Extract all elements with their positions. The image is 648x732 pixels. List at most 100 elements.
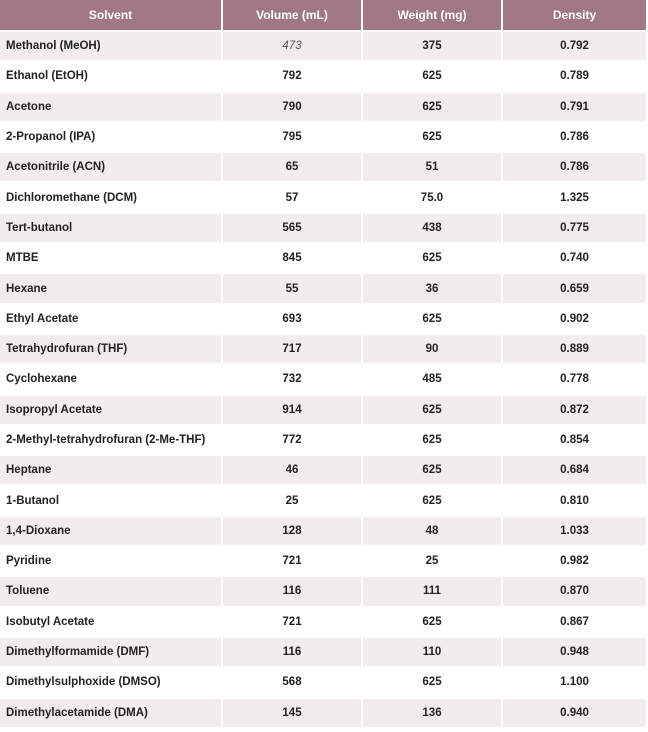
- cell-volume: 25: [223, 486, 361, 515]
- cell-weight: 625: [363, 425, 501, 455]
- table-row: Dimethylsulphoxide (DMSO) 568 625 1.100: [0, 668, 646, 697]
- cell-volume: 46: [223, 456, 361, 485]
- cell-density: 1.325: [503, 183, 646, 212]
- cell-weight: 136: [363, 698, 501, 727]
- cell-density: 0.889: [503, 334, 646, 364]
- cell-volume: 65: [223, 153, 361, 182]
- cell-solvent: Hexane: [0, 274, 221, 303]
- table-row: Heptane 46 625 0.684: [0, 456, 646, 485]
- cell-solvent: Isobutyl Acetate: [0, 607, 221, 636]
- table-row: Acetone 790 625 0.791: [0, 92, 646, 121]
- cell-density: 0.740: [503, 244, 646, 273]
- cell-density: 0.786: [503, 122, 646, 152]
- cell-solvent: Dichloromethane (DCM): [0, 183, 221, 212]
- cell-volume: 721: [223, 607, 361, 636]
- cell-solvent: Heptane: [0, 456, 221, 485]
- cell-solvent: Cyclohexane: [0, 365, 221, 394]
- cell-weight: 625: [363, 122, 501, 152]
- cell-solvent: MTBE: [0, 244, 221, 273]
- cell-density: 0.684: [503, 456, 646, 485]
- cell-weight: 90: [363, 334, 501, 364]
- cell-solvent: 2-Propanol (IPA): [0, 122, 221, 152]
- cell-solvent: Acetone: [0, 92, 221, 121]
- table-row: Isobutyl Acetate 721 625 0.867: [0, 607, 646, 636]
- cell-weight: 625: [363, 304, 501, 333]
- cell-weight: 110: [363, 637, 501, 667]
- cell-density: 0.870: [503, 577, 646, 606]
- cell-volume: 717: [223, 334, 361, 364]
- cell-weight: 36: [363, 274, 501, 303]
- table-header-row: Solvent Volume (mL) Weight (mg) Density: [0, 0, 646, 30]
- cell-density: 0.792: [503, 32, 646, 61]
- cell-solvent: 2-Methyl-tetrahydrofuran (2-Me-THF): [0, 425, 221, 455]
- cell-volume: 732: [223, 365, 361, 394]
- cell-volume: 57: [223, 183, 361, 212]
- table-row: Isopropyl Acetate 914 625 0.872: [0, 395, 646, 424]
- cell-density: 0.948: [503, 637, 646, 667]
- cell-density: 0.786: [503, 153, 646, 182]
- cell-volume: 721: [223, 547, 361, 576]
- cell-weight: 51: [363, 153, 501, 182]
- cell-volume: 128: [223, 516, 361, 546]
- cell-volume: 792: [223, 62, 361, 91]
- table-row: Ethanol (EtOH) 792 625 0.789: [0, 62, 646, 91]
- cell-density: 0.778: [503, 365, 646, 394]
- cell-weight: 75.0: [363, 183, 501, 212]
- header-solvent: Solvent: [0, 0, 221, 30]
- cell-weight: 375: [363, 32, 501, 61]
- cell-density: 1.100: [503, 668, 646, 697]
- cell-density: 0.854: [503, 425, 646, 455]
- cell-weight: 111: [363, 577, 501, 606]
- cell-weight: 625: [363, 62, 501, 91]
- cell-solvent: Ethanol (EtOH): [0, 62, 221, 91]
- cell-weight: 485: [363, 365, 501, 394]
- cell-weight: 438: [363, 213, 501, 243]
- table-row: Methanol (MeOH) 473 375 0.792: [0, 32, 646, 61]
- cell-density: 1.033: [503, 516, 646, 546]
- table-row: 1,4-Dioxane 128 48 1.033: [0, 516, 646, 546]
- table-row: Ethyl Acetate 693 625 0.902: [0, 304, 646, 333]
- cell-volume: 693: [223, 304, 361, 333]
- cell-solvent: 1,4-Dioxane: [0, 516, 221, 546]
- cell-weight: 625: [363, 668, 501, 697]
- cell-weight: 625: [363, 395, 501, 424]
- cell-volume: 914: [223, 395, 361, 424]
- table-row: 2-Methyl-tetrahydrofuran (2-Me-THF) 772 62…: [0, 425, 646, 455]
- cell-density: 0.902: [503, 304, 646, 333]
- header-density: Density: [503, 0, 646, 30]
- cell-density: 0.867: [503, 607, 646, 636]
- cell-weight: 48: [363, 516, 501, 546]
- cell-volume: 473: [223, 32, 361, 61]
- cell-weight: 25: [363, 547, 501, 576]
- cell-volume: 116: [223, 637, 361, 667]
- table-row: Hexane 55 36 0.659: [0, 274, 646, 303]
- table-row: Dichloromethane (DCM) 57 75.0 1.325: [0, 183, 646, 212]
- cell-weight: 625: [363, 244, 501, 273]
- cell-volume: 790: [223, 92, 361, 121]
- table-row: Toluene 116 111 0.870: [0, 577, 646, 606]
- cell-solvent: Dimethylsulphoxide (DMSO): [0, 668, 221, 697]
- table-row: 1-Butanol 25 625 0.810: [0, 486, 646, 515]
- cell-solvent: Isopropyl Acetate: [0, 395, 221, 424]
- cell-solvent: Ethyl Acetate: [0, 304, 221, 333]
- cell-solvent: Acetonitrile (ACN): [0, 153, 221, 182]
- header-volume: Volume (mL): [223, 0, 361, 30]
- cell-density: 0.940: [503, 698, 646, 727]
- table-row: Cyclohexane 732 485 0.778: [0, 365, 646, 394]
- cell-volume: 772: [223, 425, 361, 455]
- table-row: 2-Propanol (IPA) 795 625 0.786: [0, 122, 646, 152]
- cell-weight: 625: [363, 486, 501, 515]
- cell-density: 0.789: [503, 62, 646, 91]
- table-row: MTBE 845 625 0.740: [0, 244, 646, 273]
- cell-density: 0.810: [503, 486, 646, 515]
- cell-volume: 568: [223, 668, 361, 697]
- cell-solvent: Dimethylacetamide (DMA): [0, 698, 221, 727]
- cell-volume: 795: [223, 122, 361, 152]
- cell-solvent: Dimethylformamide (DMF): [0, 637, 221, 667]
- table-row: Tert-butanol 565 438 0.775: [0, 213, 646, 243]
- cell-solvent: Methanol (MeOH): [0, 32, 221, 61]
- cell-weight: 625: [363, 92, 501, 121]
- cell-volume: 55: [223, 274, 361, 303]
